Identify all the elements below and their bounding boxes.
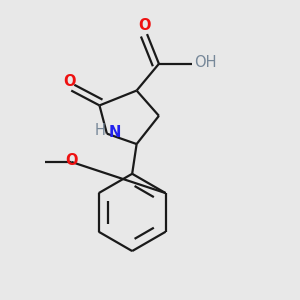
Text: H: H — [94, 123, 105, 138]
Text: O: O — [64, 74, 76, 89]
Text: O: O — [138, 18, 151, 33]
Text: O: O — [66, 153, 78, 168]
Text: N: N — [108, 125, 121, 140]
Text: OH: OH — [195, 56, 217, 70]
